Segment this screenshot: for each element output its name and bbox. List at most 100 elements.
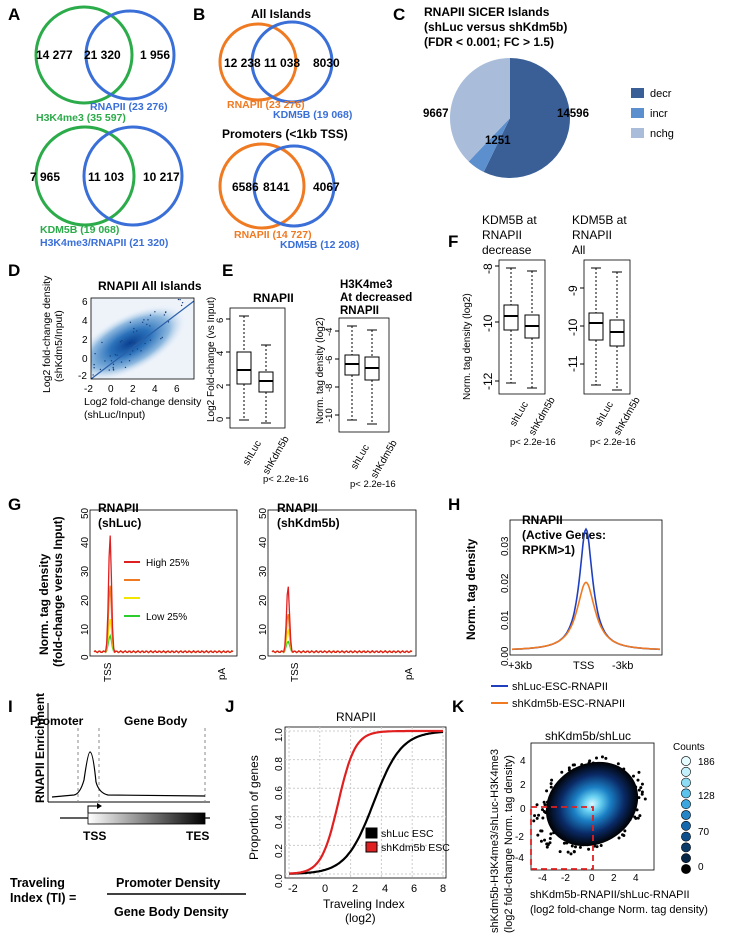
f1-yticks: -12 -10 -8 xyxy=(481,263,499,390)
j-ytick: 0.2 xyxy=(274,844,285,858)
d-point xyxy=(114,354,117,356)
panel-b-venn-1: All Islands 12 238 11 038 8030 RNAPII (2… xyxy=(218,7,352,121)
g1-series-line xyxy=(93,618,234,654)
k-colorbar-dot xyxy=(681,842,691,853)
k-point xyxy=(640,782,644,786)
d-point xyxy=(129,321,132,324)
d-point xyxy=(167,321,170,323)
g1-curves xyxy=(93,535,234,654)
e1-box-shkdm5b xyxy=(258,344,274,424)
d-point xyxy=(143,319,145,321)
g2-xtick-pa: pA xyxy=(404,667,415,680)
k-ylabel-2: (log2 fold-change Norm. tag density) xyxy=(503,755,515,933)
e1-frame xyxy=(229,307,286,429)
j-grid xyxy=(285,727,446,878)
panel-d-scatter: RNAPII All Islands -2 0 2 4 6 -2 0 2 4 6… xyxy=(41,275,202,421)
f2-frame xyxy=(583,259,631,395)
legend-swatch-nchg xyxy=(631,128,644,138)
e1-xcat-shluc: shLuc xyxy=(241,439,264,468)
k-point xyxy=(540,808,544,812)
g-ytick: 0 xyxy=(258,654,269,660)
venn-a2-right: 10 217 xyxy=(143,170,180,184)
d-point xyxy=(121,340,123,342)
k-point xyxy=(639,786,643,790)
j-xticks: -2 0 2 4 6 8 xyxy=(288,883,446,895)
d-point xyxy=(167,295,168,296)
d-point xyxy=(181,301,184,304)
f2-title-3: All xyxy=(572,243,585,257)
j-legend-swatch-shluc xyxy=(365,827,378,839)
i-tss: TSS xyxy=(83,829,106,843)
panel-letter-b: B xyxy=(193,5,205,24)
legend-label-nchg: nchg xyxy=(650,128,674,140)
panel-letter-d: D xyxy=(8,261,20,280)
g-ytick: 0 xyxy=(80,654,91,660)
k-point xyxy=(594,756,598,760)
k-xtick: 2 xyxy=(611,873,617,884)
d-title: RNAPII All Islands xyxy=(98,279,202,293)
g-ytick: 20 xyxy=(80,594,91,606)
d-point xyxy=(163,314,166,316)
d-point xyxy=(149,325,151,327)
k-point xyxy=(566,850,570,854)
e1-yticks: 0 2 4 6 xyxy=(215,318,230,422)
g2-xtick-tss: TSS xyxy=(290,662,301,682)
d-point xyxy=(133,327,135,330)
venn-b1-right: 8030 xyxy=(313,56,340,70)
k-point xyxy=(572,850,576,854)
j-xtick: 8 xyxy=(440,883,446,895)
k-title: shKdm5b/shLuc xyxy=(545,729,631,743)
f-ylabel: Norm. tag density (log2) xyxy=(462,293,473,400)
f1-title-1: KDM5B at xyxy=(482,213,537,227)
k-ylabel-1: shKdm5b-H3K4me3/shLuc-H3K4me3 xyxy=(489,749,501,933)
pie-label-nchg: 9667 xyxy=(423,108,449,120)
k-point xyxy=(595,845,599,849)
k-ytick: 0 xyxy=(520,804,526,815)
pie-label-incr: 1251 xyxy=(485,135,511,147)
e1-ytick: 0 xyxy=(215,417,226,422)
e2-title-2: At decreased xyxy=(340,292,412,304)
pie-title-1: RNAPII SICER Islands xyxy=(424,5,550,19)
d-point xyxy=(146,323,148,326)
k-colorbar-dot xyxy=(681,864,691,874)
panel-letter-i: I xyxy=(8,697,13,716)
k-ytick: -2 xyxy=(515,832,524,843)
g1-series-line xyxy=(93,535,234,654)
i-enrichment-curve xyxy=(51,751,206,798)
d-ytick: 0 xyxy=(82,354,88,365)
k-colorbar-dot xyxy=(681,777,691,788)
k-count-label: 186 xyxy=(698,757,715,768)
j-legend-shluc: shLuc ESC xyxy=(381,828,434,840)
g-ytick: 20 xyxy=(258,594,269,606)
h-xtick-plus3kb: +3kb xyxy=(508,660,532,672)
d-point xyxy=(116,354,118,356)
d-point xyxy=(108,369,110,371)
j-xtick: 2 xyxy=(352,883,358,895)
k-xticks: -4 -2 0 2 4 xyxy=(538,873,639,884)
g2-frame xyxy=(267,509,417,657)
k-xtick: 0 xyxy=(589,873,595,884)
g-ytick: 50 xyxy=(80,507,91,519)
g-legend-high: High 25% xyxy=(146,558,189,569)
g1-frame xyxy=(89,509,238,657)
d-xtick: 6 xyxy=(174,384,180,395)
k-point xyxy=(549,785,553,789)
k-point xyxy=(623,829,627,833)
h-title-2: (Active Genes: xyxy=(522,528,606,542)
j-ytick: 1.0 xyxy=(274,728,285,742)
k-count-label: 70 xyxy=(698,827,710,838)
panel-a-venn-2: 7 965 11 103 10 217 KDM5B (19 068) H3K4m… xyxy=(30,125,184,249)
h-curves xyxy=(512,527,660,651)
f2-yticks: -11 -10 -9 xyxy=(566,285,584,372)
i-formula-lhs-1: Traveling xyxy=(10,876,65,890)
k-point xyxy=(548,837,552,841)
d-point xyxy=(141,321,144,323)
j-ylabel: Proportion of genes xyxy=(247,755,261,860)
venn-b2-label-rnapii: RNAPII (14 727) xyxy=(234,229,312,241)
k-point xyxy=(533,814,537,818)
d-xtick: 0 xyxy=(108,384,114,395)
k-point xyxy=(633,815,637,819)
venn-circle-h3k4me3 xyxy=(34,5,134,105)
d-point xyxy=(140,350,142,352)
j-xlabel-1: Traveling Index xyxy=(323,897,405,911)
